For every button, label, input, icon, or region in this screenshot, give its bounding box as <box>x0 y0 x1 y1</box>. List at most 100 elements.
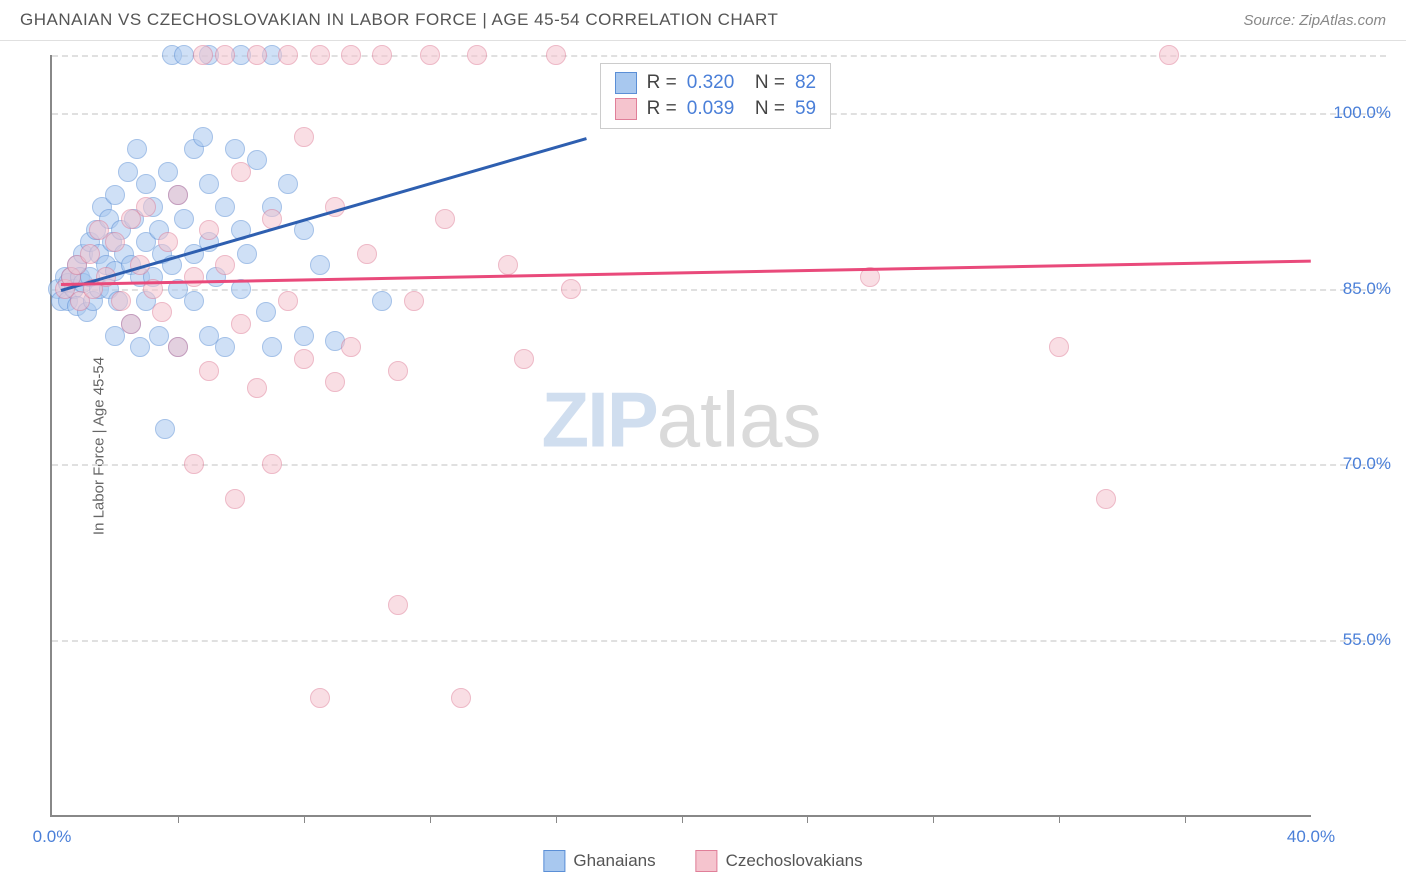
data-point <box>231 162 251 182</box>
x-tick-mark <box>933 815 934 823</box>
legend-label: Ghanaians <box>573 851 655 871</box>
legend-swatch <box>615 98 637 120</box>
watermark-zip: ZIP <box>541 375 656 463</box>
stats-row: R = 0.320 N = 82 <box>615 70 816 96</box>
legend-swatch <box>615 72 637 94</box>
x-tick-mark <box>807 815 808 823</box>
watermark-atlas: atlas <box>657 375 822 463</box>
data-point <box>155 419 175 439</box>
gridline <box>52 640 1386 642</box>
data-point <box>168 337 188 357</box>
gridline <box>52 464 1386 466</box>
data-point <box>225 489 245 509</box>
stats-r-label: R = <box>647 98 677 120</box>
data-point <box>1159 45 1179 65</box>
stats-box: R = 0.320 N = 82R = 0.039 N = 59 <box>600 63 831 129</box>
data-point <box>388 595 408 615</box>
data-point <box>247 45 267 65</box>
data-point <box>158 162 178 182</box>
data-point <box>262 454 282 474</box>
x-tick-mark <box>178 815 179 823</box>
data-point <box>121 314 141 334</box>
data-point <box>404 291 424 311</box>
data-point <box>215 45 235 65</box>
data-point <box>325 372 345 392</box>
data-point <box>184 454 204 474</box>
legend: Ghanaians Czechoslovakians <box>543 850 862 872</box>
data-point <box>310 45 330 65</box>
data-point <box>174 45 194 65</box>
data-point <box>193 45 213 65</box>
legend-swatch <box>543 850 565 872</box>
chart-source: Source: ZipAtlas.com <box>1243 12 1386 29</box>
stats-r-label: R = <box>647 72 677 94</box>
gridline <box>52 289 1386 291</box>
data-point <box>388 361 408 381</box>
data-point <box>310 688 330 708</box>
data-point <box>294 349 314 369</box>
data-point <box>514 349 534 369</box>
data-point <box>199 174 219 194</box>
x-tick-mark <box>556 815 557 823</box>
data-point <box>294 326 314 346</box>
stats-r-value: 0.320 <box>687 72 735 94</box>
scatter-plot-area: ZIPatlas 55.0%70.0%85.0%100.0%0.0%40.0%R… <box>50 55 1311 817</box>
data-point <box>247 378 267 398</box>
watermark: ZIPatlas <box>541 374 821 465</box>
legend-label: Czechoslovakians <box>726 851 863 871</box>
data-point <box>467 45 487 65</box>
data-point <box>149 326 169 346</box>
data-point <box>111 291 131 311</box>
legend-item: Czechoslovakians <box>696 850 863 872</box>
data-point <box>127 139 147 159</box>
data-point <box>278 45 298 65</box>
data-point <box>435 209 455 229</box>
data-point <box>341 337 361 357</box>
data-point <box>184 267 204 287</box>
data-point <box>372 291 392 311</box>
data-point <box>237 244 257 264</box>
data-point <box>1096 489 1116 509</box>
data-point <box>498 255 518 275</box>
data-point <box>152 302 172 322</box>
data-point <box>451 688 471 708</box>
y-tick-label: 55.0% <box>1321 630 1391 650</box>
y-tick-label: 100.0% <box>1321 103 1391 123</box>
stats-r-value: 0.039 <box>687 98 735 120</box>
data-point <box>225 139 245 159</box>
data-point <box>420 45 440 65</box>
data-point <box>136 174 156 194</box>
legend-item: Ghanaians <box>543 850 655 872</box>
data-point <box>278 291 298 311</box>
data-point <box>262 337 282 357</box>
data-point <box>199 220 219 240</box>
x-tick-mark <box>1185 815 1186 823</box>
x-tick-mark <box>1059 815 1060 823</box>
data-point <box>199 361 219 381</box>
data-point <box>158 232 178 252</box>
data-point <box>168 185 188 205</box>
data-point <box>80 244 100 264</box>
data-point <box>105 185 125 205</box>
data-point <box>215 197 235 217</box>
x-tick-mark <box>304 815 305 823</box>
x-tick-mark <box>682 815 683 823</box>
data-point <box>118 162 138 182</box>
data-point <box>546 45 566 65</box>
data-point <box>310 255 330 275</box>
data-point <box>136 197 156 217</box>
x-tick-label: 0.0% <box>33 827 72 847</box>
data-point <box>256 302 276 322</box>
data-point <box>561 279 581 299</box>
data-point <box>357 244 377 264</box>
data-point <box>231 314 251 334</box>
data-point <box>130 337 150 357</box>
stats-n-label: N = <box>744 98 785 120</box>
legend-swatch <box>696 850 718 872</box>
stats-n-value: 59 <box>795 98 816 120</box>
data-point <box>215 255 235 275</box>
chart-title: GHANAIAN VS CZECHOSLOVAKIAN IN LABOR FOR… <box>20 10 778 30</box>
x-tick-mark <box>430 815 431 823</box>
stats-n-value: 82 <box>795 72 816 94</box>
data-point <box>193 127 213 147</box>
